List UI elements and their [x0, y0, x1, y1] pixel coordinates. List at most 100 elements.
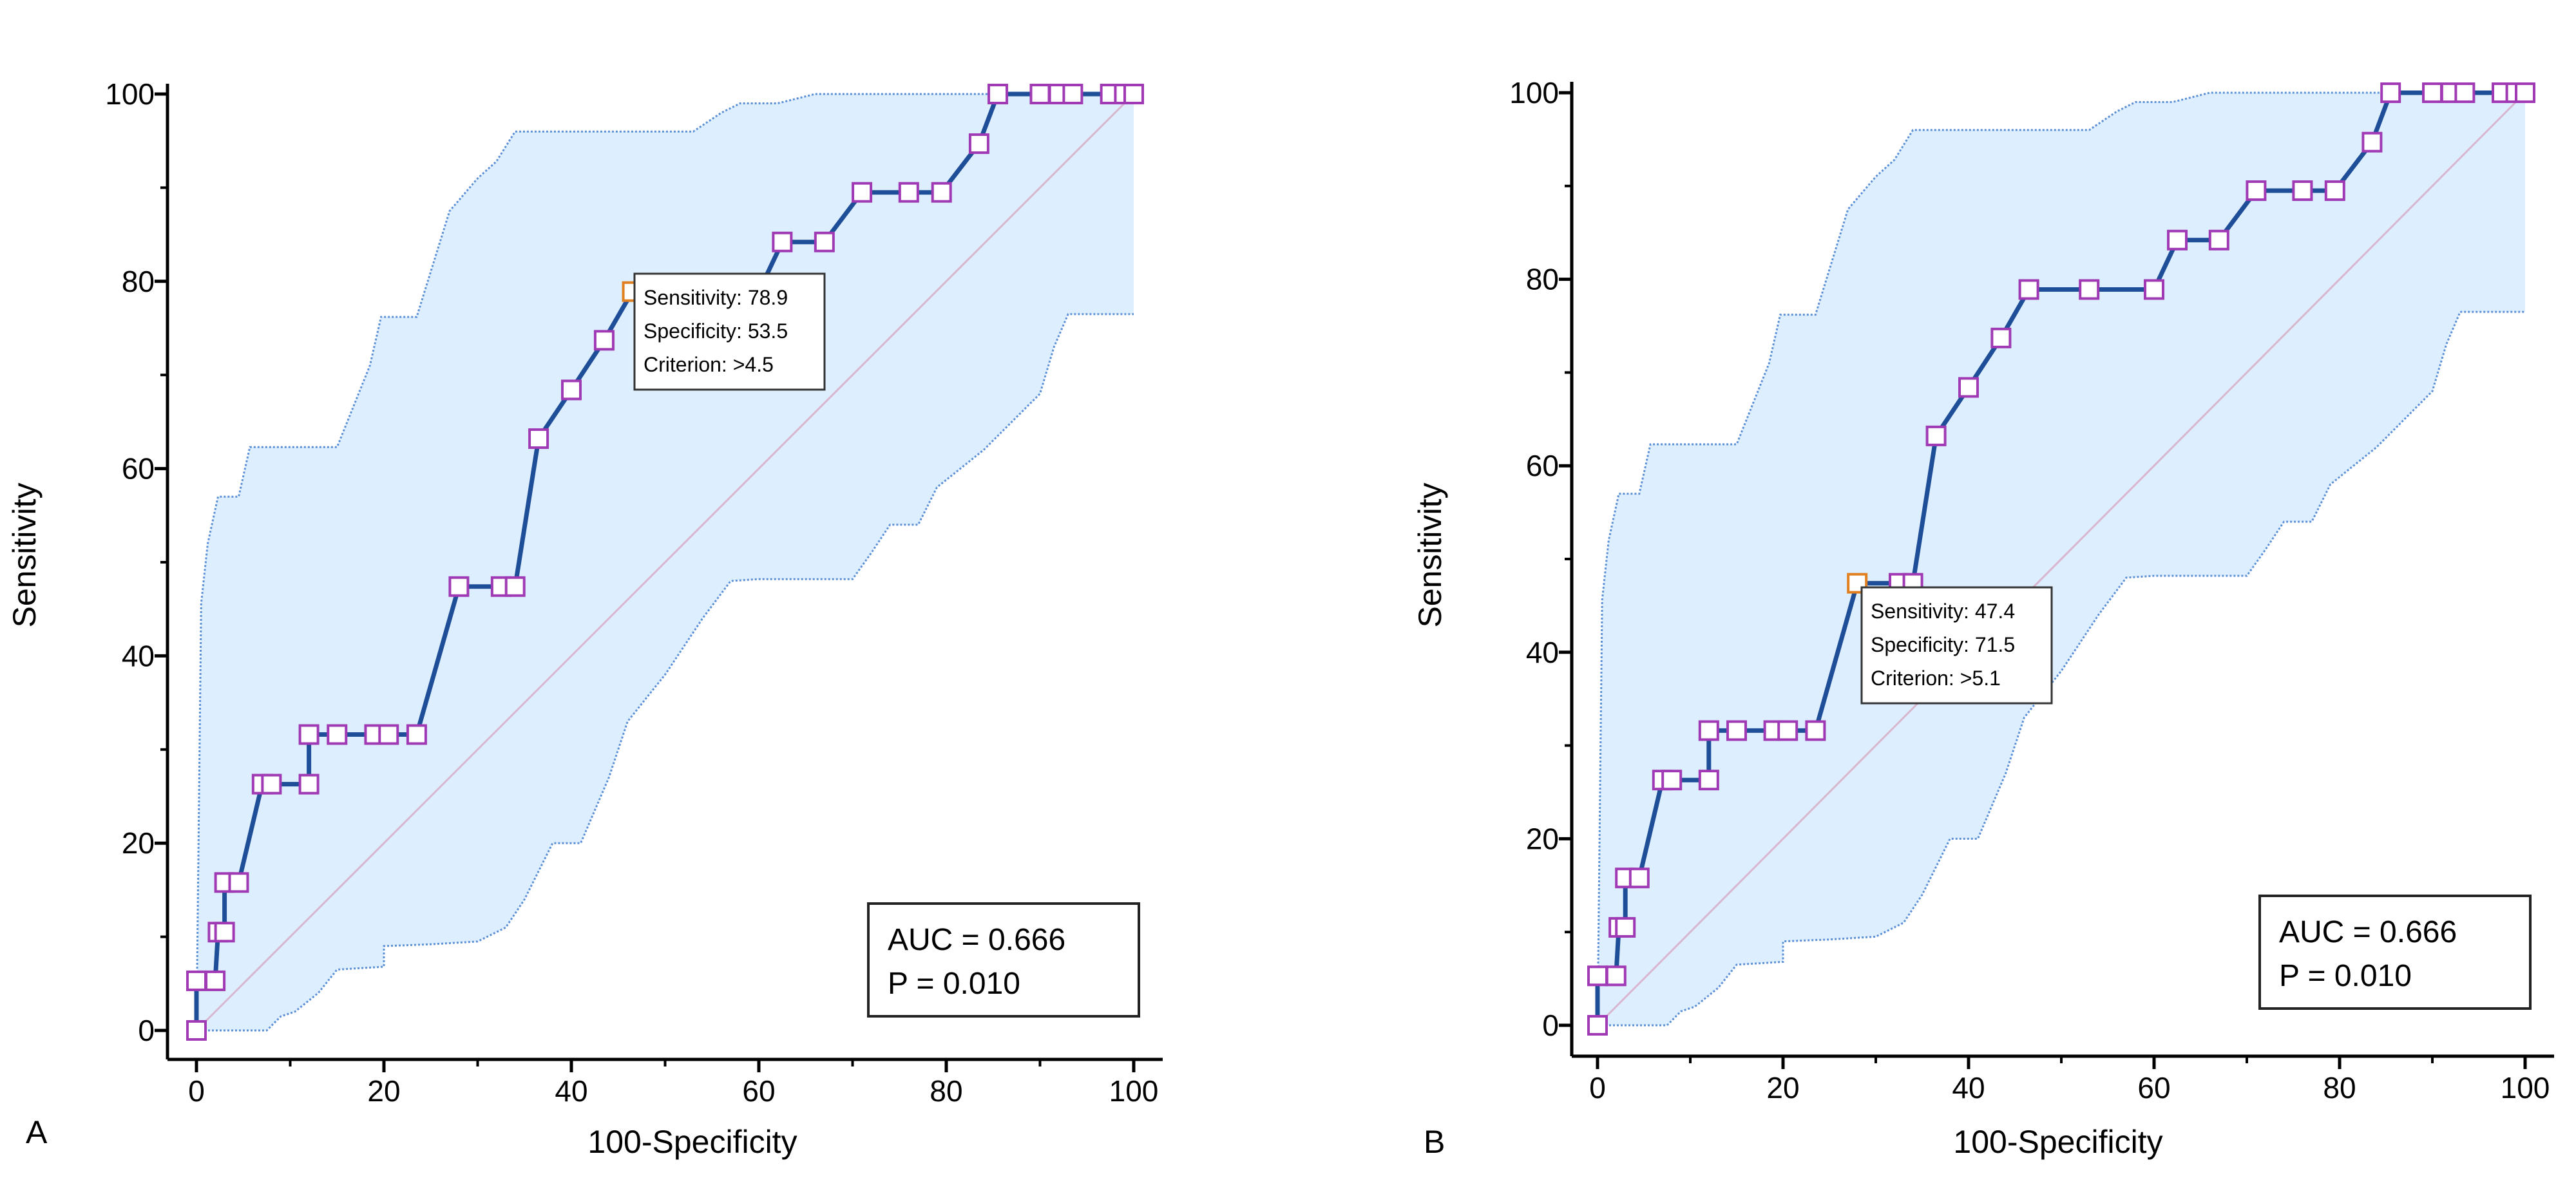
roc-point[interactable]: [205, 970, 226, 991]
roc-point[interactable]: [1958, 377, 1979, 398]
roc-point[interactable]: [2361, 131, 2383, 153]
y-tick-label: 0: [1542, 1009, 1559, 1042]
roc-point[interactable]: [2515, 82, 2535, 103]
reference-diagonal: [1596, 91, 2526, 1027]
roc-point[interactable]: [186, 970, 207, 991]
roc-point[interactable]: [2292, 180, 2313, 202]
auc-box: [2258, 895, 2532, 1010]
roc-point[interactable]: [504, 576, 526, 597]
roc-point[interactable]: [593, 330, 615, 351]
roc-point[interactable]: [1605, 965, 1627, 987]
roc-point[interactable]: [406, 724, 427, 745]
roc-point[interactable]: [1990, 327, 2012, 348]
roc-point[interactable]: [814, 231, 835, 252]
auc-value: AUC = 0.666: [888, 923, 1065, 957]
y-tick-label: 20: [122, 826, 155, 860]
y-axis-title: Sensitivity: [6, 482, 43, 627]
roc-point[interactable]: [561, 379, 582, 401]
roc-point[interactable]: [261, 773, 282, 795]
x-tick-label: 60: [742, 1074, 775, 1108]
panel-label: A: [26, 1114, 48, 1150]
roc-point[interactable]: [2167, 229, 2188, 251]
x-tick-label: 100: [1109, 1074, 1159, 1108]
y-tick-label: 80: [1526, 263, 1559, 296]
roc-point[interactable]: [1029, 84, 1051, 104]
x-tick-label: 0: [1589, 1071, 1606, 1104]
y-tick-label: 0: [138, 1014, 155, 1047]
roc-point[interactable]: [1062, 84, 1083, 104]
roc-point[interactable]: [214, 922, 235, 943]
roc-point[interactable]: [298, 773, 320, 795]
criterion-tooltip: [1860, 586, 2053, 705]
roc-point[interactable]: [1777, 720, 1798, 741]
roc-point[interactable]: [1805, 720, 1826, 741]
roc-point[interactable]: [987, 84, 1009, 104]
ci-lower-line: [196, 313, 1134, 1032]
p-value: P = 0.010: [2279, 959, 2412, 993]
x-axis-title: 100-Specificity: [1953, 1124, 2162, 1160]
roc-point[interactable]: [2380, 82, 2401, 103]
roc-point[interactable]: [852, 182, 873, 203]
roc-point[interactable]: [448, 576, 470, 597]
x-tick-label: 0: [188, 1074, 205, 1108]
y-tick-label: 40: [122, 639, 155, 672]
x-tick-label: 20: [367, 1074, 400, 1108]
roc-point[interactable]: [186, 1020, 207, 1041]
tooltip-line: Specificity: 71.5: [1871, 633, 2015, 656]
roc-point[interactable]: [1615, 916, 1636, 938]
reference-diagonal: [195, 93, 1135, 1032]
roc-point[interactable]: [772, 231, 793, 252]
roc-point[interactable]: [1587, 965, 1608, 987]
x-tick-label: 40: [1952, 1071, 1985, 1104]
tooltip-line: Sensitivity: 47.4: [1871, 600, 2015, 623]
x-tick-label: 20: [1766, 1071, 1799, 1104]
ci-upper-line: [1596, 91, 2525, 1026]
x-axis-title: 100-Specificity: [587, 1124, 797, 1160]
tooltip-line: Specificity: 53.5: [644, 319, 788, 343]
ci-upper-line: [195, 93, 1134, 1031]
y-tick-label: 100: [105, 77, 155, 111]
roc-point[interactable]: [1925, 425, 1947, 446]
roc-point[interactable]: [2208, 229, 2229, 251]
roc-point[interactable]: [298, 724, 320, 745]
roc-point[interactable]: [1123, 84, 1144, 104]
roc-point[interactable]: [898, 182, 919, 203]
roc-point[interactable]: [968, 133, 989, 155]
roc-point[interactable]: [378, 724, 399, 745]
p-value: P = 0.010: [888, 967, 1020, 1001]
y-tick-label: 20: [1526, 822, 1559, 855]
panel-label: B: [1424, 1124, 1445, 1160]
roc-point[interactable]: [2422, 82, 2443, 103]
y-tick-label: 80: [122, 265, 155, 298]
roc-point[interactable]: [2018, 279, 2039, 300]
roc-point[interactable]: [1726, 720, 1747, 741]
x-tick-label: 60: [2137, 1071, 2170, 1104]
roc-point[interactable]: [1698, 770, 1719, 791]
roc-point[interactable]: [1698, 720, 1719, 741]
roc-point[interactable]: [2079, 279, 2100, 300]
roc-point[interactable]: [2144, 279, 2164, 300]
roc-point[interactable]: [1628, 867, 1650, 889]
roc-point[interactable]: [1661, 770, 1683, 791]
roc-point[interactable]: [1587, 1015, 1608, 1036]
y-tick-label: 100: [1509, 76, 1559, 109]
y-tick-label: 40: [1526, 636, 1559, 669]
x-tick-label: 80: [930, 1074, 962, 1108]
roc-point[interactable]: [2324, 180, 2345, 202]
roc-point[interactable]: [931, 182, 952, 203]
roc-point[interactable]: [528, 428, 549, 450]
x-tick-label: 40: [555, 1074, 587, 1108]
x-tick-label: 80: [2323, 1071, 2356, 1104]
tooltip-line: Criterion: >4.5: [644, 353, 774, 376]
x-tick-label: 100: [2501, 1071, 2550, 1104]
roc-point[interactable]: [2454, 82, 2476, 103]
roc-point[interactable]: [2246, 180, 2267, 202]
auc-box: [867, 902, 1140, 1018]
y-tick-label: 60: [1526, 449, 1559, 482]
roc-point[interactable]: [228, 872, 249, 893]
y-tick-label: 60: [122, 452, 155, 486]
y-axis-title: Sensitivity: [1412, 482, 1448, 627]
roc-panel-a: 0 20 40 60 80 100 0 20 40 60 80 100 100-Specificity S…: [6, 77, 1163, 1160]
roc-point[interactable]: [327, 724, 348, 745]
